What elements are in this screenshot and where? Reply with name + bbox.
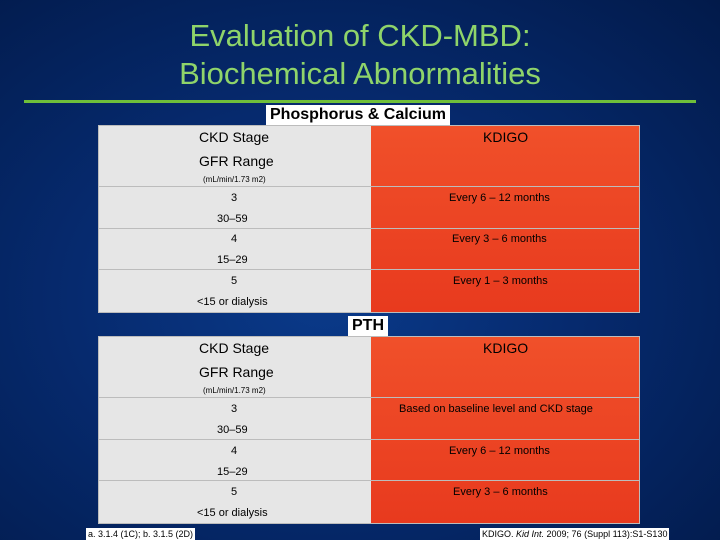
row-gfr-30-59: 30–59	[217, 424, 248, 436]
title-underline	[24, 100, 696, 103]
row-stage-4: 4	[231, 445, 238, 457]
pth-table: CKD Stage GFR Range (mL/min/1.73 m2) KDI…	[98, 336, 640, 524]
row-divider	[99, 228, 639, 229]
header-gfr-range: GFR Range	[199, 153, 274, 169]
header-ckd-stage: CKD Stage	[199, 129, 270, 145]
footer-citation: KDIGO. Kid Int. 2009; 76 (Suppl 113):S1-…	[480, 528, 670, 540]
header-ckd-stage: CKD Stage	[199, 340, 270, 356]
header-gfr-range: GFR Range	[199, 364, 274, 380]
row-gfr-under-15: <15 or dialysis	[197, 507, 268, 519]
row-divider	[99, 186, 639, 187]
citation-author: KDIGO.	[482, 529, 517, 539]
header-gfr-unit: (mL/min/1.73 m2)	[203, 175, 266, 184]
stage-column	[99, 337, 371, 523]
row-gfr-15-29: 15–29	[217, 254, 248, 266]
citation-journal: Kid Int.	[516, 529, 545, 539]
header-kdigo: KDIGO	[483, 340, 529, 356]
row-gfr-under-15: <15 or dialysis	[197, 296, 268, 308]
slide-title-line-2: Biochemical Abnormalities	[179, 56, 541, 91]
phosphorus-calcium-table: CKD Stage GFR Range (mL/min/1.73 m2) KDI…	[98, 125, 640, 313]
row-divider	[99, 439, 639, 440]
header-gfr-unit: (mL/min/1.73 m2)	[203, 386, 266, 395]
row-stage-5: 5	[231, 486, 238, 498]
row-stage-3: 3	[231, 192, 238, 204]
row-gfr-30-59: 30–59	[217, 213, 248, 225]
section-label-phosphorus-calcium: Phosphorus & Calcium	[266, 105, 451, 125]
row-divider	[99, 269, 639, 270]
row-stage-4: 4	[231, 233, 238, 245]
kdigo-column	[371, 126, 639, 312]
row-kdigo-stage-5: Every 3 – 6 months	[453, 486, 548, 498]
row-kdigo-stage-5: Every 1 – 3 months	[453, 275, 548, 287]
citation-details: 2009; 76 (Suppl 113):S1-S130	[544, 529, 668, 539]
row-divider	[99, 397, 639, 398]
row-kdigo-stage-4: Every 6 – 12 months	[449, 445, 550, 457]
header-kdigo: KDIGO	[483, 129, 529, 145]
row-divider	[99, 480, 639, 481]
section-label-pth: PTH	[348, 316, 388, 336]
footer-recommendation-grades: a. 3.1.4 (1C); b. 3.1.5 (2D)	[86, 528, 196, 540]
row-kdigo-stage-3: Based on baseline level and CKD stage	[399, 403, 593, 415]
kdigo-column	[371, 337, 639, 523]
row-stage-3: 3	[231, 403, 238, 415]
stage-column	[99, 126, 371, 312]
row-stage-5: 5	[231, 275, 238, 287]
slide-title-line-1: Evaluation of CKD-MBD:	[189, 18, 531, 53]
row-kdigo-stage-4: Every 3 – 6 months	[452, 233, 547, 245]
row-kdigo-stage-3: Every 6 – 12 months	[449, 192, 550, 204]
row-gfr-15-29: 15–29	[217, 466, 248, 478]
